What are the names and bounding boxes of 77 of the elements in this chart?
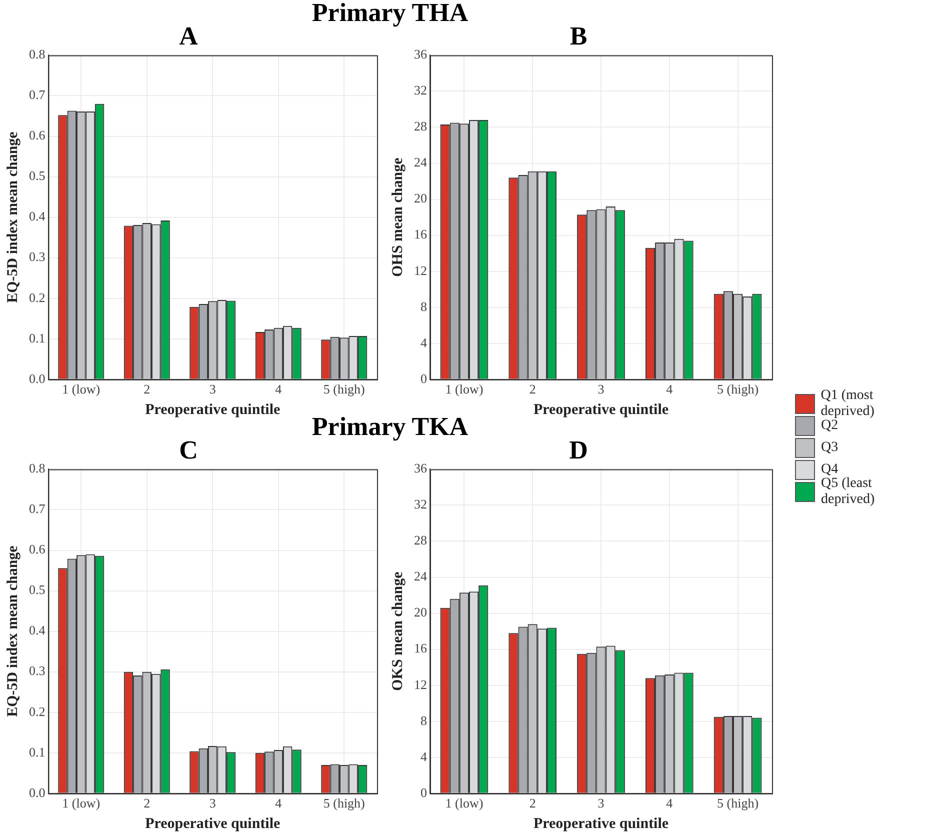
y-axis-title: EQ-5D index mean change	[4, 545, 21, 717]
y-tick-label: 0.6	[29, 542, 46, 557]
x-tick-label: 5 (high)	[717, 796, 759, 811]
x-tick-label: 2	[529, 796, 536, 811]
y-tick-label: 0.6	[29, 128, 46, 143]
legend-label: Q4	[821, 462, 838, 478]
y-tick-label: 8	[420, 298, 427, 314]
x-tick-label: 2	[144, 382, 150, 397]
x-tick-label: 3	[209, 796, 216, 811]
y-tick-label: 0.2	[29, 704, 46, 719]
x-tick-label: 1 (low)	[62, 382, 100, 397]
y-tick-label: 0.2	[29, 290, 46, 305]
x-tick-label: 3	[209, 382, 216, 397]
x-tick-label: 3	[598, 796, 604, 811]
x-tick-label: 5 (high)	[323, 796, 365, 811]
x-tick-label: 3	[598, 382, 604, 397]
text: Primary TKA	[312, 412, 468, 441]
y-tick-label: 36	[414, 460, 428, 476]
x-tick-label: 4	[666, 382, 674, 397]
x-tick-label: 4	[275, 796, 282, 811]
y-axis-title: EQ-5D index mean change	[4, 131, 21, 303]
y-tick-label: 0.1	[29, 744, 46, 760]
y-tick-label: 0.0	[29, 784, 46, 800]
y-tick-label: 0.1	[29, 330, 46, 346]
chart-title: C	[179, 435, 198, 464]
legend-label: Q5 (least deprived)	[820, 476, 876, 508]
legend-label: Q1 (most deprived)	[820, 388, 876, 420]
y-tick-label: 32	[414, 82, 427, 98]
y-tick-label: 12	[414, 676, 427, 692]
y-tick-label: 12	[414, 262, 427, 278]
x-tick-label: 1 (low)	[445, 796, 484, 811]
legend-label: Q3	[821, 440, 838, 456]
x-tick-label: 1 (low)	[445, 382, 484, 397]
y-axis-title: OKS mean change	[390, 571, 406, 691]
x-tick-label: 5 (high)	[717, 382, 759, 397]
y-tick-label: 4	[420, 334, 428, 350]
chart-title: D	[569, 435, 588, 464]
y-tick-label: 8	[420, 712, 427, 728]
y-tick-label: 36	[414, 46, 428, 62]
legend-label: Q2	[821, 418, 838, 434]
y-tick-label: 0	[420, 370, 427, 386]
y-tick-label: 0.5	[29, 582, 46, 598]
y-tick-label: 0	[420, 784, 427, 800]
x-axis-title: Preoperative quintile	[145, 402, 281, 418]
x-tick-label: 4	[666, 796, 674, 811]
y-tick-label: 24	[414, 568, 428, 584]
y-tick-label: 24	[414, 154, 428, 170]
y-tick-label: 28	[414, 118, 427, 134]
y-tick-label: 16	[414, 640, 428, 656]
text: Primary THA	[312, 0, 468, 27]
y-tick-label: 0.4	[29, 208, 46, 224]
x-tick-label: 2	[529, 382, 536, 397]
x-tick-label: 4	[275, 382, 282, 397]
y-tick-label: 0.8	[29, 460, 46, 476]
y-tick-label: 28	[414, 532, 427, 548]
y-tick-label: 0.3	[29, 663, 46, 678]
x-tick-label: 1 (low)	[62, 796, 100, 811]
y-axis-title: OHS mean change	[390, 157, 406, 277]
x-axis-title: Preoperative quintile	[533, 402, 669, 418]
y-tick-label: 0.0	[29, 370, 46, 386]
x-tick-label: 2	[144, 796, 150, 811]
x-axis-title: Preoperative quintile	[145, 816, 281, 832]
y-tick-label: 32	[414, 496, 427, 512]
y-tick-label: 20	[414, 190, 427, 206]
y-tick-label: 0.5	[29, 168, 46, 184]
y-tick-label: 0.4	[29, 622, 46, 638]
y-tick-label: 20	[414, 604, 427, 620]
chart-title: B	[570, 21, 588, 50]
y-tick-label: 0.7	[29, 501, 46, 516]
y-tick-label: 4	[420, 748, 428, 764]
y-tick-label: 16	[414, 226, 428, 242]
y-tick-label: 0.7	[29, 87, 46, 102]
x-tick-label: 5 (high)	[323, 382, 365, 397]
x-axis-title: Preoperative quintile	[533, 816, 669, 832]
chart-title: A	[179, 21, 198, 50]
y-tick-label: 0.8	[29, 46, 46, 62]
y-tick-label: 0.3	[29, 249, 46, 264]
